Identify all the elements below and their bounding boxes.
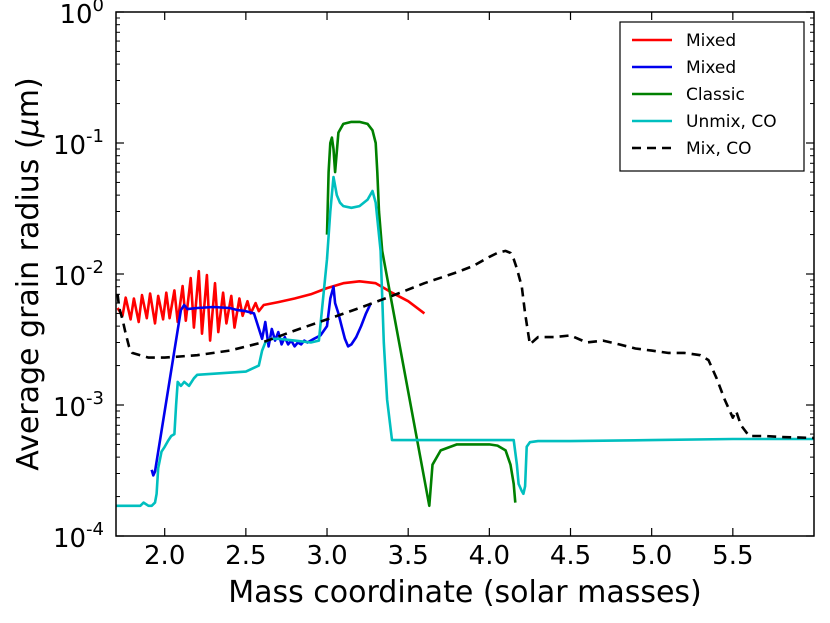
y-tick-label: 100: [59, 0, 104, 30]
x-tick-label: 3.0: [306, 541, 347, 571]
x-tick-label: 5.5: [712, 541, 753, 571]
series-line-5: [116, 249, 814, 440]
plot-frame: [115, 11, 815, 537]
x-tick-label: 4.5: [550, 541, 591, 571]
y-tick-label: 10-4: [53, 519, 104, 554]
series-line-2: [150, 285, 373, 477]
x-tick-label: 2.5: [225, 541, 266, 571]
ticks-layer: 2.0 2.5 3.0 3.5 4.0 4.5 5.0 5.5 10-4 10-3 10-2 10-1…: [53, 0, 814, 571]
x-axis-title: Mass coordinate (solar masses): [228, 575, 702, 610]
series-line-4: [116, 175, 814, 508]
x-tick-label: 2.0: [144, 541, 185, 571]
legend-label: Classic: [686, 85, 745, 105]
series-layer: [116, 120, 814, 508]
legend-box: [619, 21, 805, 172]
y-tick-label: 10-1: [53, 126, 104, 161]
series-line-1: [116, 269, 426, 342]
legend-label: Mix, CO: [686, 139, 752, 159]
x-tick-label: 5.0: [631, 541, 672, 571]
y-tick-label: 10-3: [53, 388, 104, 423]
legend-label: Mixed: [686, 31, 736, 51]
x-tick-label: 3.5: [388, 541, 429, 571]
y-axis-title: Average grain radius (μm): [11, 77, 46, 470]
y-tick-label: 10-2: [53, 257, 104, 292]
series-line-3: [325, 120, 517, 508]
legend: Mixed Mixed Classic Unmix, CO Mix, CO: [619, 21, 805, 172]
legend-label: Mixed: [686, 58, 736, 78]
legend-label: Unmix, CO: [686, 112, 777, 132]
x-tick-label: 4.0: [469, 541, 510, 571]
